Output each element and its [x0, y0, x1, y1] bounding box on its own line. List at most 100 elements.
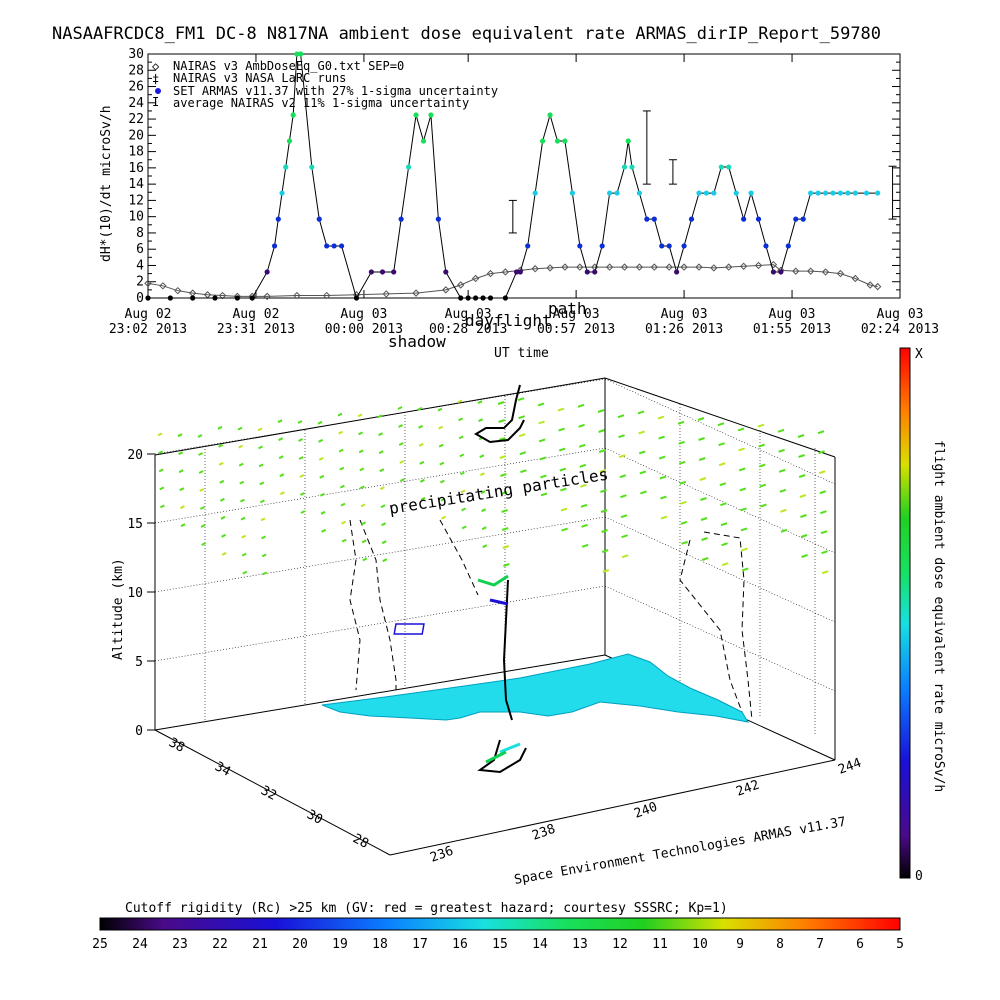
particle-mark: [379, 486, 385, 491]
particle-mark: [818, 470, 826, 475]
rigidity-colorbar-tick-label: 8: [776, 937, 784, 952]
particle-mark: [577, 403, 585, 408]
armas-point: [741, 216, 747, 222]
latitude-tick-label: 38: [166, 735, 187, 756]
particle-mark: [801, 554, 808, 558]
armas-point: [614, 190, 620, 196]
particle-mark: [800, 534, 808, 538]
x-tick-label-time: 02:24 2013: [861, 322, 939, 337]
armas-point: [294, 51, 300, 57]
particle-mark: [581, 523, 588, 528]
y-tick-label: 28: [128, 63, 144, 78]
dose-colorbar-gradient: [899, 347, 911, 879]
particle-mark: [820, 510, 827, 515]
particle-mark: [398, 424, 404, 428]
particle-mark: [777, 428, 785, 433]
x-tick-label-date: Aug 03: [661, 307, 708, 322]
particle-mark: [201, 542, 207, 546]
y-tick-label: 30: [128, 47, 144, 62]
altitude-ticks: 0 5 10 15 20: [127, 448, 155, 739]
particle-mark: [560, 507, 568, 512]
latitude-tick-label: 32: [258, 783, 279, 804]
particle-mark: [259, 481, 265, 486]
legend-marker-dot: [155, 88, 161, 94]
particle-mark: [501, 509, 508, 513]
armas-point: [338, 243, 345, 249]
nairas-point: [695, 263, 703, 271]
particle-mark: [298, 456, 304, 460]
particle-mark: [660, 515, 668, 520]
particle-mark: [320, 510, 326, 515]
rigidity-colorbar-tick-label: 6: [856, 937, 864, 952]
particle-mark: [779, 488, 787, 493]
contour-right-2: [679, 539, 743, 713]
armas-point: [726, 164, 732, 170]
y-tick-label: 24: [128, 96, 144, 111]
particle-mark: [198, 452, 204, 456]
armas-point: [845, 190, 851, 196]
nairas-v2-errorbars: [508, 110, 897, 234]
armas-point: [458, 295, 464, 301]
particle-mark: [440, 497, 446, 502]
particle-mark: [382, 558, 388, 563]
particle-mark: [261, 553, 267, 558]
particle-mark: [740, 527, 748, 532]
aircraft-marker: [393, 623, 425, 635]
armas-point: [286, 138, 293, 144]
nairas-point: [710, 264, 718, 272]
armas-point: [353, 295, 360, 301]
particle-mark: [539, 456, 547, 461]
y-tick-label: 4: [136, 258, 144, 273]
y-tick-label: 22: [128, 112, 144, 127]
x-tick-label-date: Aug 03: [340, 307, 387, 322]
particle-mark: [417, 406, 423, 411]
nairas-point: [531, 265, 539, 273]
armas-point: [465, 295, 471, 301]
armas-point: [264, 269, 270, 275]
armas-point: [674, 269, 680, 275]
particle-mark: [617, 414, 625, 419]
nairas-point: [382, 290, 390, 298]
grid-line: [154, 516, 606, 593]
particle-mark: [279, 491, 285, 496]
particle-mark: [278, 437, 284, 442]
particle-mark: [358, 431, 364, 436]
flight-segment-cyan: [499, 742, 521, 754]
flight-path: [474, 384, 527, 774]
armas-point: [428, 112, 434, 118]
particle-mark: [221, 551, 227, 556]
particle-mark: [241, 534, 247, 539]
particle-mark: [739, 487, 747, 492]
particle-mark: [560, 487, 567, 492]
particle-mark: [299, 492, 305, 496]
particle-mark: [158, 468, 164, 473]
nairas-point: [457, 281, 465, 289]
particle-mark: [180, 523, 186, 528]
particle-mark: [778, 448, 785, 453]
particle-mark: [238, 462, 244, 467]
nairas-point: [293, 291, 301, 300]
particle-mark: [238, 444, 244, 449]
particle-mark: [698, 457, 706, 461]
particle-mark: [178, 469, 184, 474]
rigidity-colorbar-tick-label: 25: [92, 937, 108, 952]
particle-mark: [738, 447, 745, 452]
particle-mark: [638, 430, 645, 435]
particle-mark: [618, 454, 626, 459]
armas-point: [540, 138, 546, 144]
particle-mark: [341, 538, 347, 543]
armas-point: [413, 112, 419, 118]
particle-mark: [600, 489, 607, 493]
particle-mark: [239, 498, 245, 503]
rigidity-colorbar-tick-label: 17: [412, 937, 428, 952]
particle-mark: [358, 449, 364, 454]
rigidity-colorbar-tick-label: 15: [492, 937, 508, 952]
rigidity-colorbar-tick-label: 21: [252, 937, 268, 952]
particle-mark: [678, 440, 685, 445]
nairas-point: [322, 291, 331, 300]
particle-mark: [637, 410, 645, 415]
armas-point: [822, 190, 829, 196]
particle-mark: [478, 418, 484, 423]
